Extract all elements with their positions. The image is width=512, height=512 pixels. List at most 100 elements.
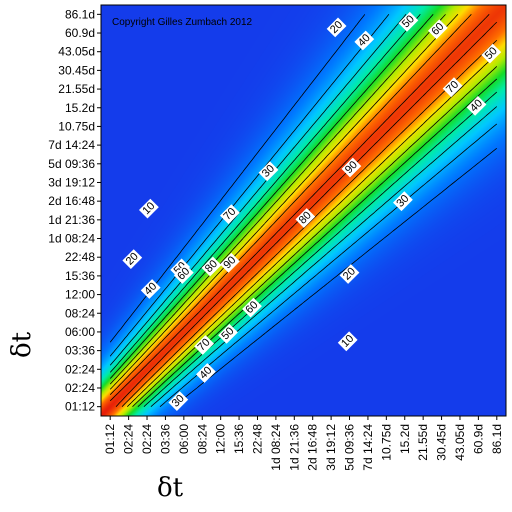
contour-line-80 bbox=[109, 14, 498, 407]
contour-label-bg bbox=[442, 77, 463, 98]
contour-label-bg bbox=[481, 43, 502, 64]
contour-label-text: 50 bbox=[400, 13, 417, 30]
contour-label: 90 bbox=[220, 252, 240, 273]
contour-label-bg bbox=[220, 252, 240, 273]
x-tick-label: 60.9d bbox=[471, 424, 485, 454]
y-tick-labels: 86.1d 60.9d 43.05d 30.45d 21.55d 15.2d 10.75d 7… bbox=[48, 7, 95, 413]
contour-label-text: 70 bbox=[221, 206, 238, 223]
y-tick-label: 5d 09:36 bbox=[48, 157, 95, 171]
x-tick-label: 06:00 bbox=[177, 424, 191, 454]
contour-label-bg bbox=[140, 279, 161, 299]
x-tick-label: 15.2d bbox=[398, 424, 412, 454]
y-tick-label: 15.2d bbox=[65, 101, 95, 115]
y-tick-label: 02:24 bbox=[65, 381, 95, 395]
y-tick-label: 10.75d bbox=[58, 119, 95, 133]
x-tick-label: 02:24 bbox=[140, 424, 154, 454]
contour-label-text: 20 bbox=[328, 19, 345, 36]
contour-label: 50 bbox=[398, 11, 419, 32]
x-tick-label: 30.45d bbox=[435, 424, 449, 461]
contour-line-50 bbox=[109, 14, 498, 407]
contour-line-70 bbox=[109, 14, 498, 407]
contour-label-bg bbox=[258, 161, 279, 182]
contour-label-text: 20 bbox=[124, 251, 141, 268]
contour-label: 70 bbox=[220, 204, 240, 225]
contour-label-bg bbox=[337, 331, 358, 352]
x-tick-label: 03:36 bbox=[158, 424, 172, 454]
y-tick-label: 60.9d bbox=[65, 26, 95, 40]
x-tick-label: 3d 19:12 bbox=[324, 424, 338, 471]
y-tick-label: 03:36 bbox=[65, 344, 95, 358]
contour-label-bg bbox=[122, 249, 143, 269]
contour-label: 10 bbox=[139, 198, 159, 219]
contour-label-bg bbox=[170, 258, 191, 279]
x-tick-label: 1d 21:36 bbox=[287, 424, 301, 471]
y-tick-label: 15:36 bbox=[65, 269, 95, 283]
contour-label-text: 70 bbox=[444, 79, 461, 96]
contour-label-text: 40 bbox=[356, 32, 373, 49]
x-tick-label: 7d 14:24 bbox=[361, 424, 375, 471]
contour-label-bg bbox=[168, 391, 189, 411]
x-tick-label: 2d 16:48 bbox=[306, 424, 320, 471]
contour-label: 50 bbox=[481, 43, 502, 64]
x-tick-label: 22:48 bbox=[251, 424, 265, 454]
contour-label: 60 bbox=[428, 19, 448, 40]
contour-label-bg bbox=[428, 19, 448, 40]
x-tick-label: 12:00 bbox=[214, 424, 228, 454]
contour-label-text: 50 bbox=[483, 45, 500, 62]
contour-label-text: 40 bbox=[197, 364, 214, 381]
y-tick-label: 21.55d bbox=[58, 82, 95, 96]
y-tick-label: 3d 19:12 bbox=[48, 175, 95, 189]
x-tick-label: 1d 08:24 bbox=[269, 424, 283, 471]
y-tick-label: 7d 14:24 bbox=[48, 138, 95, 152]
x-tick-label: 5d 09:36 bbox=[343, 424, 357, 471]
contour-label-text: 10 bbox=[140, 200, 157, 217]
contour-line-60 bbox=[109, 14, 498, 407]
contour-label-text: 60 bbox=[429, 21, 446, 38]
contour-label: 40 bbox=[354, 30, 375, 51]
y-tick-label: 1d 21:36 bbox=[48, 213, 95, 227]
contour-label-bg bbox=[466, 96, 487, 116]
y-tick-label: 30.45d bbox=[58, 63, 95, 77]
contour-label-bg bbox=[220, 204, 240, 225]
contour-label-bg bbox=[295, 208, 316, 228]
contour-label-text: 40 bbox=[468, 97, 485, 114]
contour-label-bg bbox=[242, 297, 262, 318]
contour-label-text: 30 bbox=[260, 163, 277, 180]
y-axis-label: δt bbox=[7, 331, 37, 358]
x-tick-label: 21.55d bbox=[416, 424, 430, 461]
copyright-text: Copyright Gilles Zumbach 2012 bbox=[112, 17, 253, 28]
contour-label: 30 bbox=[168, 391, 189, 411]
contour-label-bg bbox=[354, 30, 375, 51]
x-tick-label: 86.1d bbox=[490, 424, 504, 454]
contour-label-bg bbox=[194, 335, 214, 355]
contour-label-bg bbox=[218, 323, 238, 344]
contour-label: 40 bbox=[196, 363, 216, 383]
y-tick-label: 22:48 bbox=[65, 250, 95, 264]
contour-label: 20 bbox=[122, 249, 143, 269]
contour-label-bg bbox=[139, 198, 159, 219]
y-tick-label: 06:00 bbox=[65, 325, 95, 339]
contour-label-text: 90 bbox=[221, 254, 238, 271]
contour-label-text: 80 bbox=[203, 258, 220, 275]
contour-label-text: 10 bbox=[339, 333, 356, 350]
heatmap-plot-area bbox=[101, 5, 506, 416]
contour-label-bg bbox=[398, 11, 419, 32]
contour-label-text: 30 bbox=[170, 393, 187, 410]
y-tick-label: 86.1d bbox=[65, 7, 95, 21]
contour-label-text: 80 bbox=[297, 209, 314, 226]
contour-label: 30 bbox=[258, 161, 279, 182]
contour-label-bg bbox=[339, 264, 360, 284]
tick-marks bbox=[97, 13, 498, 420]
x-tick-label: 02:24 bbox=[122, 424, 136, 454]
contour-label-bg bbox=[341, 157, 362, 178]
y-tick-label: 02:24 bbox=[65, 362, 95, 376]
x-tick-label: 01:12 bbox=[103, 424, 117, 454]
y-tick-label: 08:24 bbox=[65, 306, 95, 320]
contour-label-bg bbox=[201, 256, 222, 277]
contour-label: 20 bbox=[339, 264, 360, 284]
x-tick-labels: 01:12 02:24 02:24 03:36 06:00 08:24 12:00 15:36… bbox=[103, 424, 504, 471]
contour-label-text: 20 bbox=[341, 265, 358, 282]
